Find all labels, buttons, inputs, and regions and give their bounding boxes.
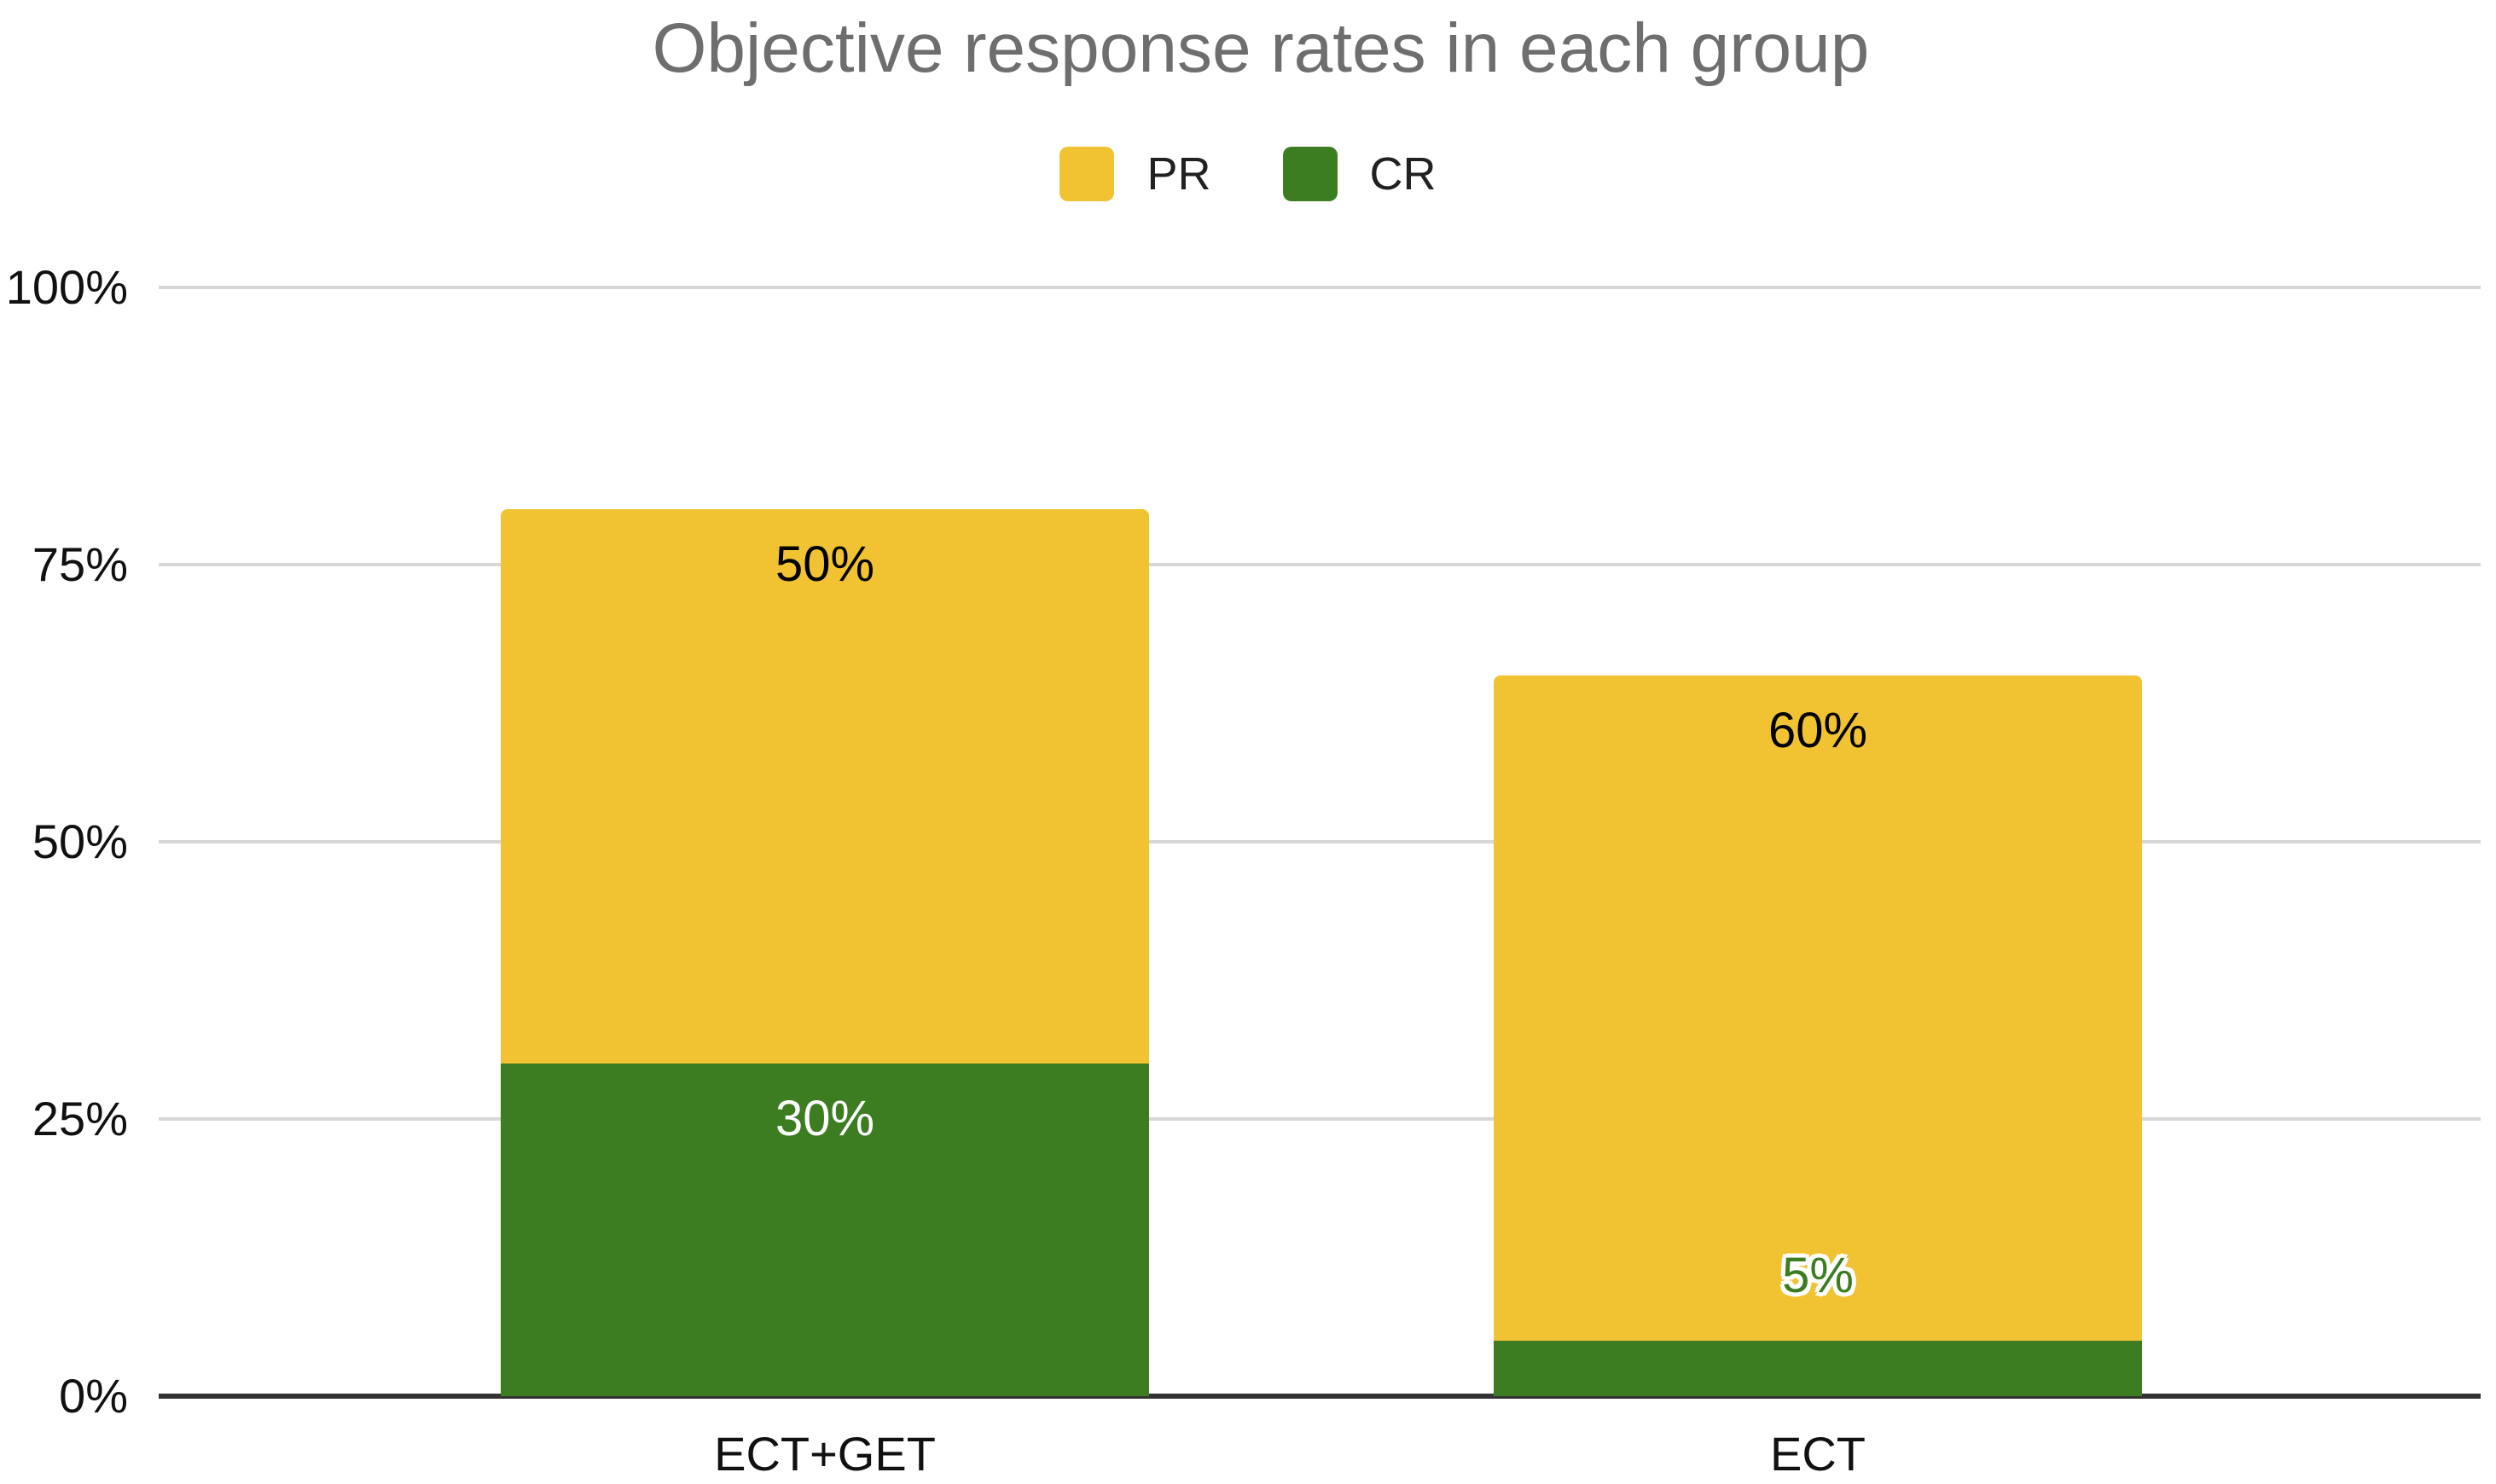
- gridline-75: [159, 563, 2481, 566]
- gridline-25: [159, 1117, 2481, 1121]
- y-axis-tick-label: 50%: [32, 814, 128, 868]
- data-label-ECT+GET-CR: 30%: [775, 1091, 875, 1146]
- data-label-ECT-PR: 60%: [1768, 703, 1868, 758]
- legend-item-pr: PR: [1059, 147, 1211, 201]
- legend-item-cr: CR: [1282, 147, 1437, 201]
- legend-label-cr: CR: [1369, 148, 1437, 200]
- y-axis-tick-label: 0%: [59, 1369, 128, 1423]
- bar-ECT-pr-segment: [1494, 675, 2142, 1341]
- bar-ECT+GET-cr-segment: [501, 1064, 1149, 1396]
- gridline-50: [159, 840, 2481, 843]
- x-axis-label-ECT+GET: ECT+GET: [714, 1427, 936, 1481]
- y-axis-tick-label: 25%: [32, 1092, 128, 1145]
- x-axis-label-ECT: ECT: [1770, 1427, 1866, 1481]
- y-axis-tick-label: 100%: [5, 260, 128, 314]
- legend-swatch-cr: [1282, 147, 1338, 201]
- data-label-ECT-CR: 5%: [1782, 1248, 1854, 1303]
- chart-legend: PR CR: [0, 147, 2496, 201]
- chart-title: Objective response rates in each group: [652, 9, 1870, 87]
- bar-ECT+GET-pr-segment: [501, 509, 1149, 1064]
- legend-label-pr: PR: [1146, 148, 1211, 200]
- y-axis-tick-label: 75%: [32, 537, 128, 591]
- x-axis-line: [159, 1394, 2481, 1399]
- bar-ECT-cr-segment: [1494, 1341, 2142, 1396]
- legend-swatch-pr: [1059, 147, 1115, 201]
- data-label-ECT+GET-PR: 50%: [775, 536, 875, 592]
- gridline-100: [159, 286, 2481, 289]
